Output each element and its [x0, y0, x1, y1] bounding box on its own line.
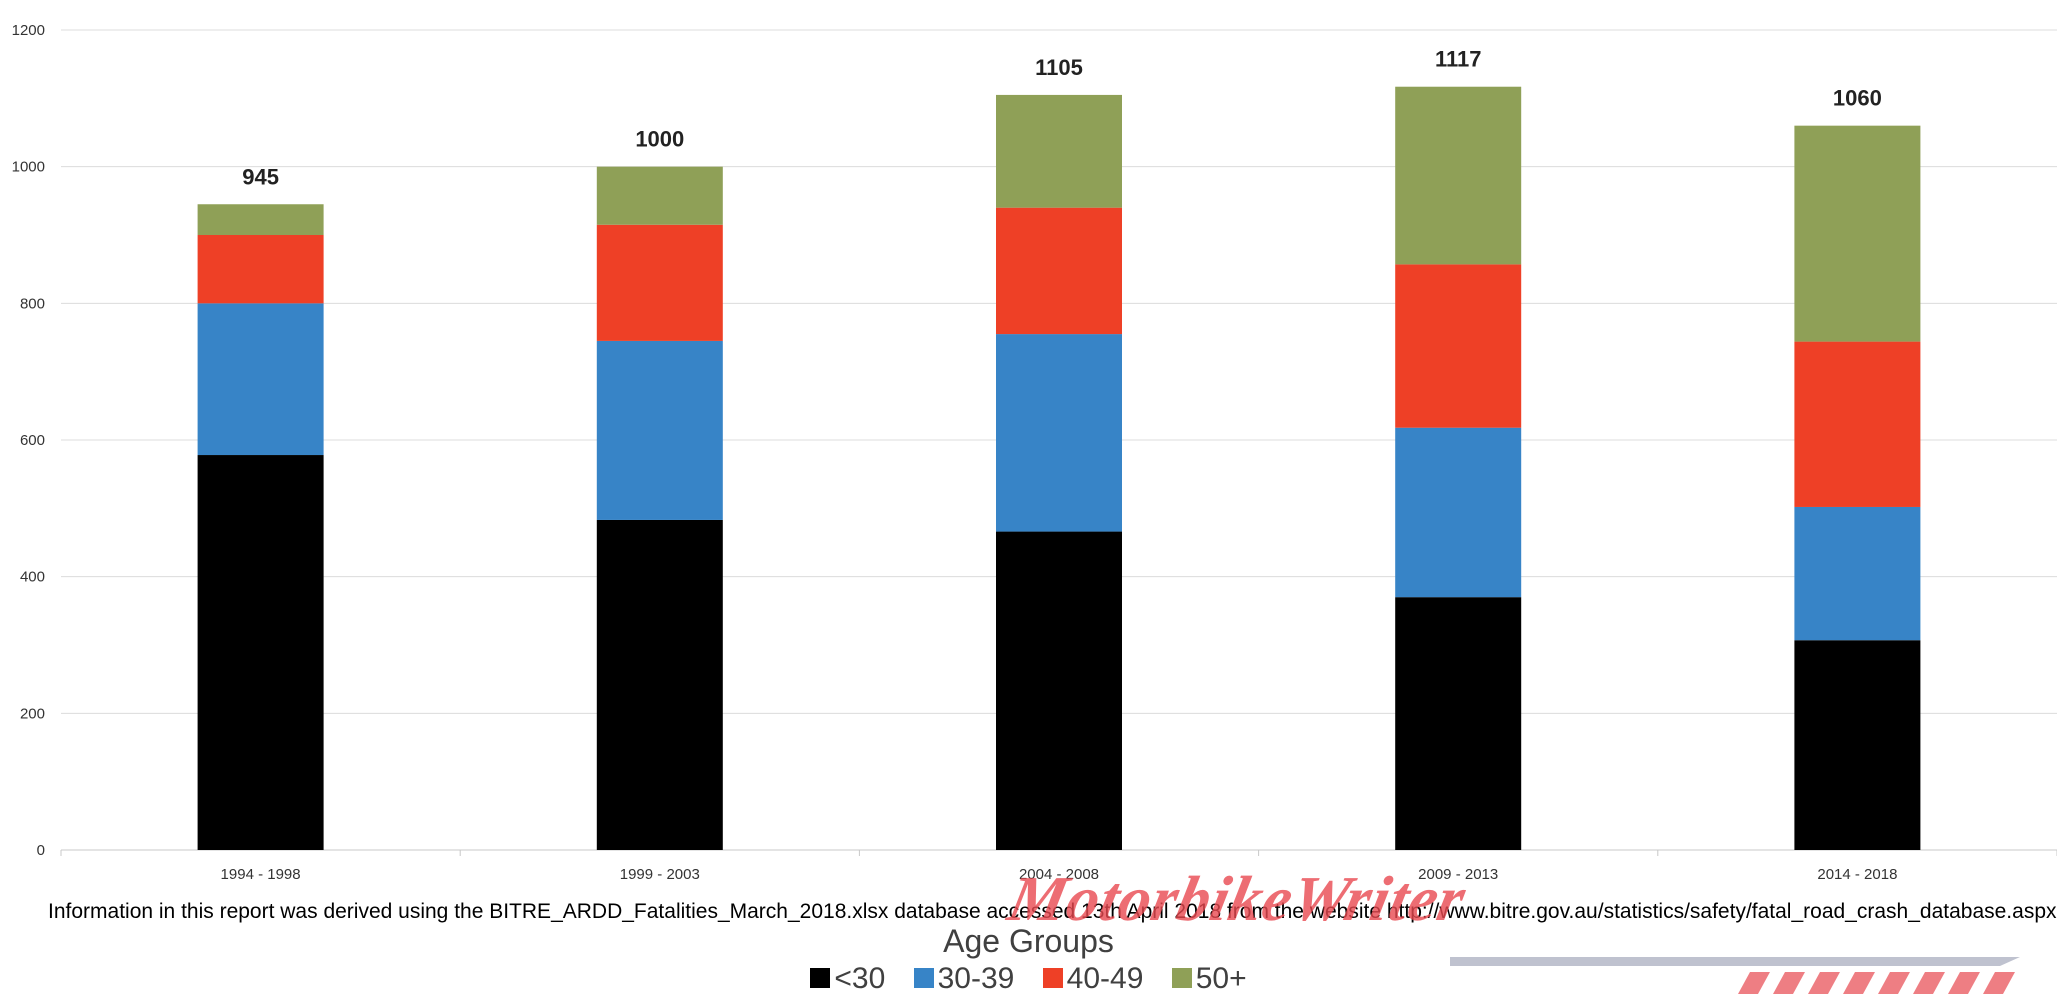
legend-swatch — [810, 968, 831, 988]
bar-segment — [996, 207, 1122, 335]
y-tick-label: 200 — [20, 705, 45, 722]
bar-segment — [996, 334, 1122, 532]
bar-segment — [197, 235, 324, 304]
bar-total-label: 1105 — [1035, 55, 1083, 80]
bar-segment — [596, 340, 723, 520]
legend-item-under-30: <30 — [810, 962, 885, 996]
bar-segment — [197, 303, 324, 456]
bar-segment — [996, 531, 1122, 850]
legend-label: 40-49 — [1066, 962, 1144, 995]
bar-total-label: 945 — [242, 164, 279, 189]
y-tick-label: 800 — [20, 295, 45, 312]
bar-segment — [596, 224, 723, 341]
bar-segment — [1794, 341, 1921, 507]
x-tick-label: 2004 - 2008 — [1019, 866, 1099, 883]
bar-totals: 945 1000 1105 1117 1060 — [242, 47, 1882, 190]
bar-segment — [596, 519, 723, 850]
bar-total-label: 1060 — [1833, 86, 1882, 111]
legend-swatch — [1042, 968, 1063, 988]
bar-total-label: 1117 — [1435, 47, 1482, 72]
y-tick-label: 1200 — [12, 22, 45, 39]
legend-item-50-plus: 50+ — [1171, 962, 1247, 996]
x-tick-label: 1999 - 2003 — [620, 866, 700, 883]
legend-label: 50+ — [1195, 962, 1247, 995]
bar-segment — [996, 94, 1122, 208]
bar-total-label: 1000 — [635, 127, 684, 152]
bar-segment — [1794, 125, 1921, 342]
legend-swatch — [913, 968, 934, 988]
bars — [197, 86, 1921, 850]
x-tick-label: 2014 - 2018 — [1817, 866, 1897, 883]
legend-title: Age Groups — [943, 923, 1114, 959]
legend-swatch — [1171, 968, 1192, 988]
y-tick-label: 0 — [37, 842, 45, 859]
bar-segment — [1794, 506, 1921, 641]
bar-segment — [1395, 427, 1522, 598]
y-tick-label: 1000 — [12, 159, 45, 176]
bar-segment — [197, 204, 324, 235]
y-tick-label: 400 — [20, 569, 45, 586]
x-tick-label: 2009 - 2013 — [1418, 866, 1498, 883]
bar-segment — [1395, 597, 1522, 850]
bar-segment — [197, 455, 324, 850]
bar-segment — [1794, 640, 1921, 850]
x-axis: 1994 - 1998 1999 - 2003 2004 - 2008 2009 - … — [60, 850, 2057, 883]
y-axis: 0 200 400 600 800 1000 1200 — [12, 22, 45, 859]
legend-item-30-39: 30-39 — [913, 962, 1015, 996]
bar-segment — [1395, 264, 1522, 428]
legend-label: <30 — [834, 962, 886, 995]
y-tick-label: 600 — [20, 432, 45, 449]
legend-item-40-49: 40-49 — [1042, 962, 1144, 996]
bar-segment — [1395, 86, 1522, 265]
legend: <30 30-39 40-49 50+ — [0, 962, 2057, 996]
source-note: Information in this report was derived u… — [48, 900, 2057, 923]
x-tick-label: 1994 - 1998 — [221, 866, 301, 883]
legend-label: 30-39 — [937, 962, 1015, 995]
bar-segment — [596, 166, 723, 225]
